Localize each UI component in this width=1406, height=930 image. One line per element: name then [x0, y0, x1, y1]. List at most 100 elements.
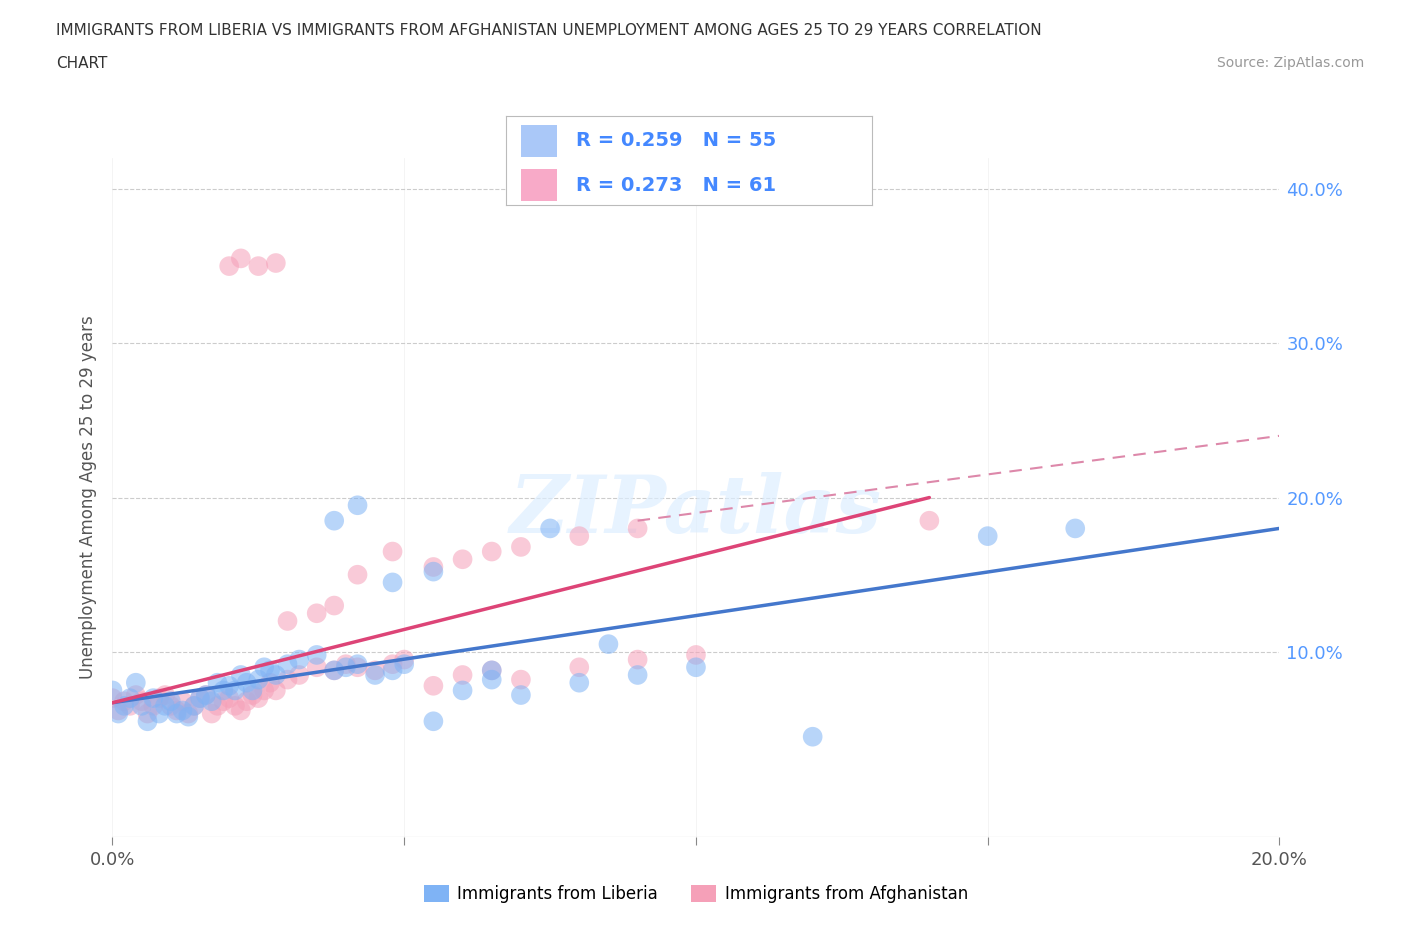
FancyBboxPatch shape — [520, 169, 557, 201]
Point — [224, 683, 246, 698]
Point — [247, 259, 270, 273]
Point — [392, 652, 416, 667]
Point — [364, 663, 387, 678]
Point — [346, 657, 368, 671]
Point — [183, 698, 205, 713]
Point — [101, 691, 124, 706]
Point — [335, 657, 357, 671]
Point — [160, 698, 183, 713]
Point — [509, 672, 531, 687]
Point — [381, 663, 404, 678]
Point — [323, 598, 346, 613]
Point — [276, 614, 298, 629]
Point — [194, 687, 217, 702]
Point — [323, 513, 346, 528]
Point — [101, 683, 124, 698]
Point — [107, 706, 129, 721]
Point — [153, 698, 176, 713]
Point — [212, 683, 235, 698]
Point — [172, 694, 194, 709]
Point — [183, 698, 205, 713]
Point — [918, 513, 941, 528]
Point — [188, 691, 211, 706]
Point — [305, 660, 328, 675]
Point — [392, 657, 416, 671]
Point — [276, 672, 298, 687]
Point — [323, 663, 346, 678]
Point — [481, 672, 503, 687]
Point — [323, 663, 346, 678]
Point — [207, 698, 229, 713]
Point — [188, 691, 211, 706]
Point — [346, 567, 368, 582]
Point — [509, 539, 531, 554]
Point — [118, 691, 141, 706]
Point — [451, 683, 474, 698]
Point — [166, 706, 188, 721]
Point — [626, 521, 648, 536]
Point — [264, 683, 287, 698]
Point — [305, 605, 328, 620]
Point — [247, 691, 270, 706]
Point — [160, 694, 183, 709]
Point — [207, 675, 229, 690]
Point — [481, 544, 503, 559]
Point — [364, 668, 387, 683]
Point — [381, 657, 404, 671]
Point — [172, 703, 194, 718]
Point — [112, 698, 135, 713]
Point — [118, 698, 141, 713]
Text: R = 0.273   N = 61: R = 0.273 N = 61 — [575, 176, 776, 194]
Point — [259, 675, 281, 690]
Point — [626, 668, 648, 683]
Point — [626, 652, 648, 667]
Legend: Immigrants from Liberia, Immigrants from Afghanistan: Immigrants from Liberia, Immigrants from… — [418, 879, 974, 910]
Point — [131, 694, 153, 709]
Point — [148, 691, 170, 706]
Point — [201, 706, 224, 721]
Point — [976, 528, 998, 543]
Point — [218, 691, 240, 706]
Point — [142, 698, 165, 713]
Point — [242, 687, 264, 702]
Point — [235, 694, 257, 709]
Point — [235, 675, 257, 690]
Point — [229, 668, 252, 683]
Point — [148, 706, 170, 721]
Y-axis label: Unemployment Among Ages 25 to 29 years: Unemployment Among Ages 25 to 29 years — [79, 315, 97, 680]
Point — [125, 687, 148, 702]
Point — [685, 647, 707, 662]
Point — [481, 663, 503, 678]
Point — [253, 660, 276, 675]
Point — [112, 694, 135, 709]
Point — [568, 528, 591, 543]
Point — [177, 710, 200, 724]
Point — [598, 637, 620, 652]
Point — [381, 575, 404, 590]
Point — [212, 694, 235, 709]
Point — [422, 565, 444, 579]
Point — [568, 675, 591, 690]
Point — [136, 706, 159, 721]
Point — [451, 668, 474, 683]
Point — [1064, 521, 1087, 536]
Text: Source: ZipAtlas.com: Source: ZipAtlas.com — [1216, 56, 1364, 70]
Point — [335, 660, 357, 675]
Point — [153, 687, 176, 702]
Point — [264, 256, 287, 271]
Point — [166, 703, 188, 718]
Point — [451, 551, 474, 566]
Text: CHART: CHART — [56, 56, 108, 71]
Point — [568, 660, 591, 675]
Point — [136, 714, 159, 729]
Point — [218, 678, 240, 693]
Point — [509, 687, 531, 702]
Point — [194, 687, 217, 702]
Point — [107, 703, 129, 718]
Point — [218, 259, 240, 273]
Point — [481, 663, 503, 678]
Point — [346, 660, 368, 675]
Point — [259, 663, 281, 678]
Point — [177, 706, 200, 721]
Point — [125, 675, 148, 690]
